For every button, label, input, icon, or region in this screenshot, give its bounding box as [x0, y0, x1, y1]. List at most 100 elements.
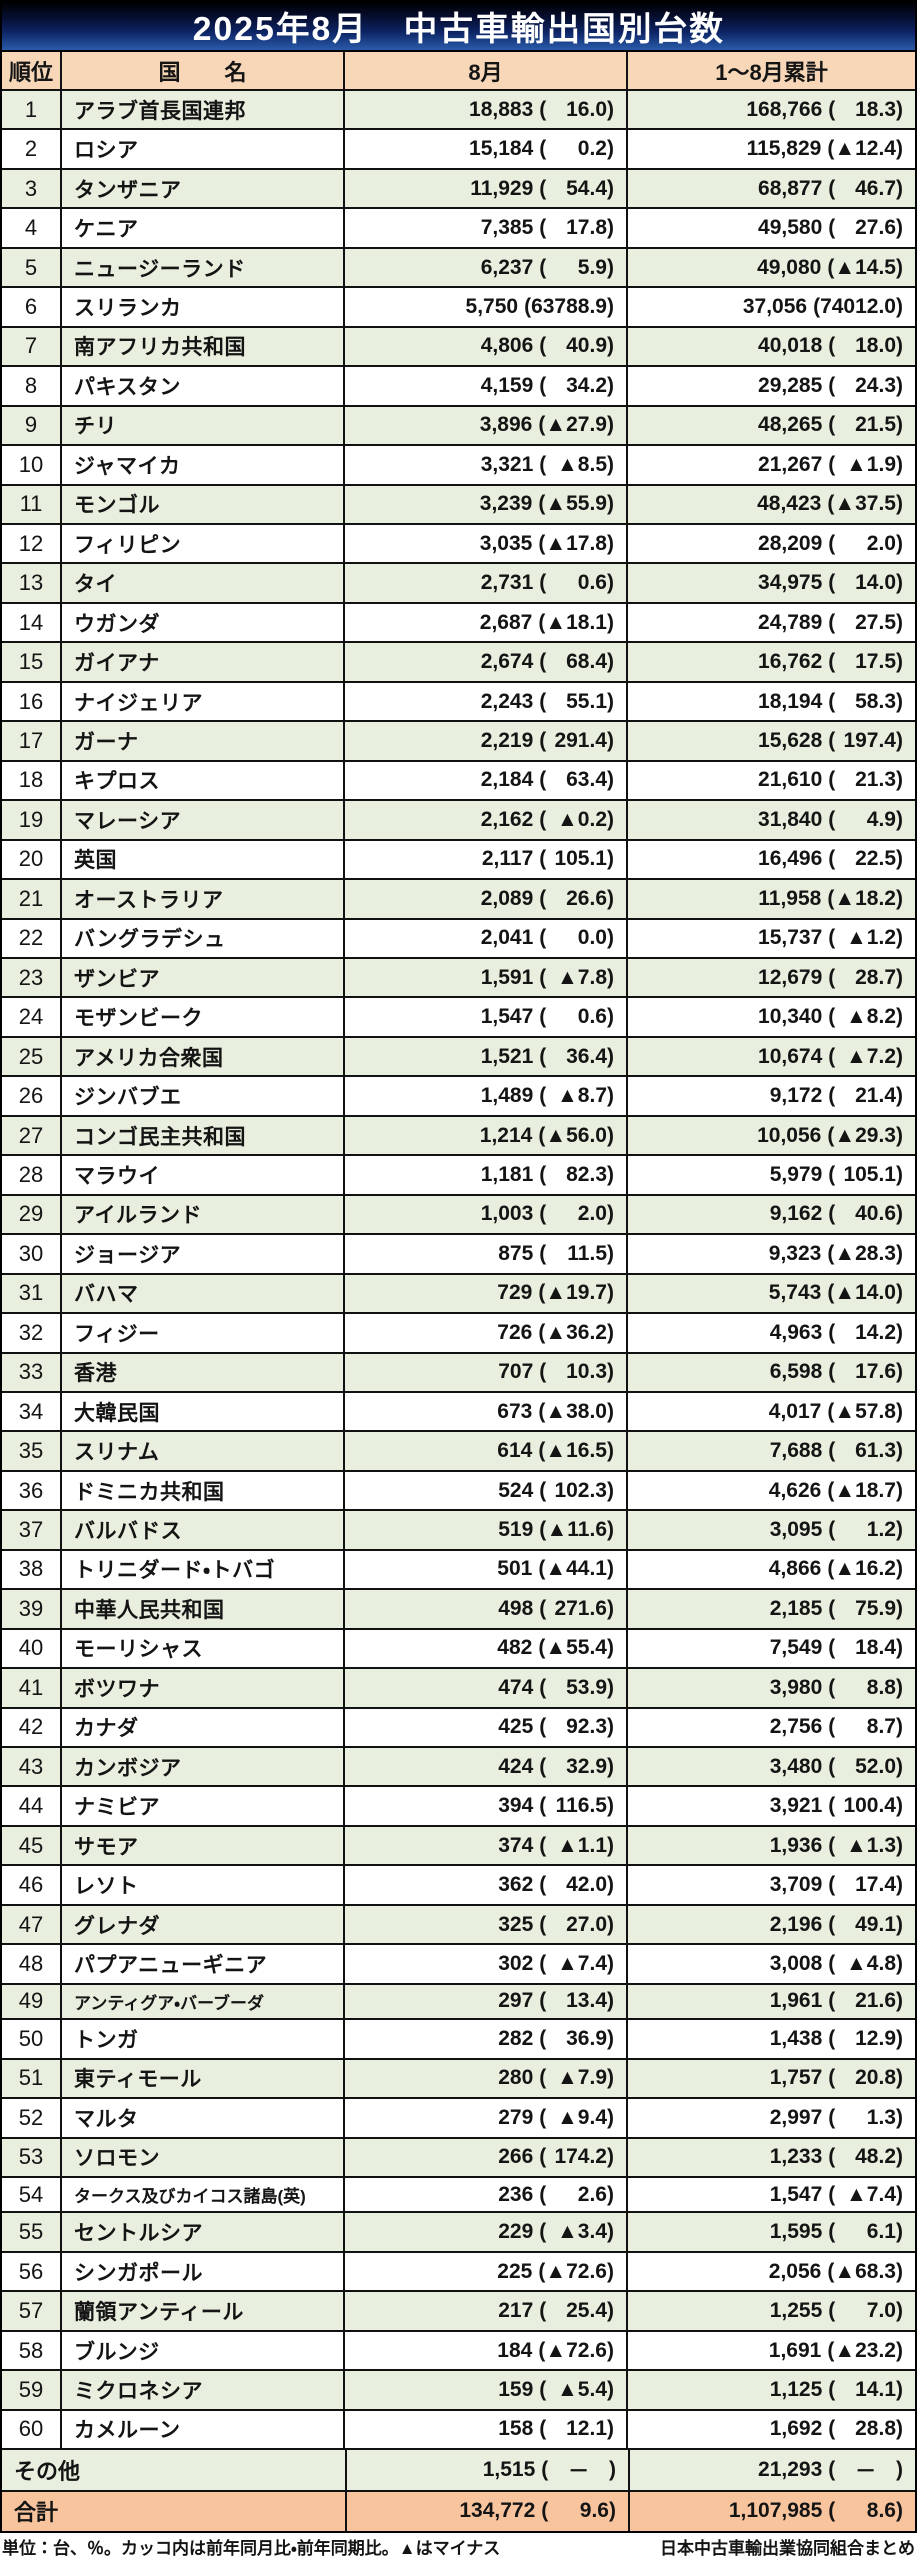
- yoy-percent: 1.3: [866, 2105, 896, 2129]
- value-cell: 168,766(18.3): [628, 91, 915, 128]
- paren-close: ): [607, 2338, 614, 2362]
- rank-cell: 41: [2, 1669, 62, 1707]
- paren-open: (: [539, 768, 547, 792]
- paren-open: (: [539, 1675, 547, 1699]
- paren-open: (: [539, 1478, 547, 1502]
- yoy-percent: 36.4: [566, 1044, 607, 1068]
- paren-open: (: [828, 1715, 836, 1739]
- rank-cell: 59: [2, 2371, 62, 2409]
- paren-open: (: [828, 1912, 836, 1936]
- rank-cell: 21: [2, 880, 62, 918]
- value-cell: 7,385(17.8): [345, 209, 628, 247]
- yoy-percent: 21.4: [855, 1084, 896, 1108]
- country-cell: グレナダ: [62, 1905, 345, 1944]
- paren-close: ): [896, 1084, 903, 1108]
- country-cell: スリナム: [62, 1432, 345, 1470]
- paren-open: (: [828, 1044, 836, 1068]
- yoy-percent: 271.6: [554, 1596, 607, 1620]
- count-value: 9,172: [769, 1084, 823, 1108]
- table-row: 14 ウガンダ 2,687(▲18.1) 24,789(27.5): [2, 603, 915, 644]
- paren-open: (: [828, 2182, 836, 2206]
- paren-close: ): [607, 847, 614, 871]
- value-cell: 11,929(54.4): [345, 169, 628, 208]
- total-label: 合計: [2, 2491, 347, 2532]
- country-cell: モザンビーク: [62, 998, 345, 1036]
- paren-open: (: [827, 1478, 835, 1502]
- paren-open: (: [539, 2417, 547, 2441]
- count-value: 40,018: [758, 334, 823, 358]
- yoy-percent: 42.0: [566, 1873, 607, 1897]
- paren-close: ): [896, 571, 903, 595]
- paren-open: (: [539, 1794, 547, 1818]
- table-row: 29 アイルランド 1,003(2.0) 9,162(40.6): [2, 1195, 915, 1236]
- table-row: 11 モンゴル 3,239(▲55.9) 48,423(▲37.5): [2, 485, 915, 525]
- count-value: 12,679: [758, 965, 823, 989]
- yoy-percent: 48.2: [855, 2145, 896, 2169]
- paren-open: (: [828, 2026, 836, 2050]
- count-value: 2,117: [481, 847, 534, 871]
- value-cell: 425(92.3): [345, 1708, 628, 1747]
- yoy-percent: 174.2: [554, 2145, 607, 2169]
- paren-close: ): [607, 571, 614, 595]
- country-cell: アンティグア・バーブーダ: [62, 1984, 345, 2019]
- yoy-percent: 40.9: [566, 334, 607, 358]
- yoy-percent: 68.4: [566, 650, 607, 674]
- paren-close: ): [896, 1162, 903, 1186]
- others-label: その他: [2, 2450, 347, 2490]
- count-value: 501: [497, 1557, 533, 1581]
- paren-open: (: [539, 886, 547, 910]
- value-cell: 40,018(18.0): [628, 328, 915, 365]
- value-cell: 1,255(7.0): [628, 2292, 915, 2329]
- count-value: 3,239: [479, 492, 533, 516]
- paren-open: (: [828, 1754, 836, 1778]
- paren-close: ): [607, 1794, 614, 1818]
- country-cell: マラウイ: [62, 1156, 345, 1194]
- value-cell: 1,438(12.9): [628, 2020, 915, 2057]
- country-cell: アラブ首長国連邦: [62, 91, 345, 129]
- count-value: 225: [497, 2259, 533, 2283]
- paren-open: (: [539, 255, 547, 279]
- rank-cell: 10: [2, 446, 62, 484]
- paren-close: ): [607, 2026, 614, 2050]
- table-row: 56 シンガポール 225(▲72.6) 2,056(▲68.3): [2, 2252, 915, 2293]
- paren-close: ): [896, 965, 903, 989]
- paren-open: (: [539, 650, 547, 674]
- yoy-percent: 102.3: [554, 1478, 607, 1502]
- table-row: 25 アメリカ合衆国 1,521(36.4) 10,674(▲7.2): [2, 1037, 915, 1078]
- count-value: 159: [498, 2378, 534, 2401]
- count-value: 21,610: [758, 768, 823, 792]
- yoy-percent: 13.4: [566, 1989, 607, 2013]
- value-cell: 9,162(40.6): [628, 1196, 915, 1233]
- country-cell: ウガンダ: [62, 603, 345, 642]
- paren-open: (: [539, 1715, 547, 1739]
- value-cell: 282(36.9): [345, 2020, 628, 2058]
- country-cell: コンゴ民主共和国: [62, 1116, 345, 1155]
- count-value: 1,515: [482, 2457, 536, 2481]
- count-value: 3,480: [769, 1754, 823, 1778]
- yoy-percent: 12.9: [855, 2026, 896, 2050]
- yoy-percent: 36.9: [566, 2026, 607, 2050]
- yoy-percent: 10.3: [566, 1360, 607, 1384]
- paren-close: ): [607, 1478, 614, 1502]
- table-row: 4 ケニア 7,385(17.8) 49,580(27.6): [2, 209, 915, 249]
- rank-cell: 6: [2, 288, 62, 326]
- value-cell: 7,688(61.3): [628, 1432, 915, 1469]
- paren-open: (: [828, 728, 836, 752]
- paren-open: (: [539, 847, 547, 871]
- rank-cell: 7: [2, 327, 62, 366]
- value-cell: 217(25.4): [345, 2292, 628, 2330]
- value-cell: 2,674(68.4): [345, 643, 628, 681]
- table-row: 6 スリランカ 5,750(63788.9) 37,056(74012.0): [2, 288, 915, 328]
- count-value: 482: [497, 1636, 533, 1660]
- paren-open: (: [828, 2417, 836, 2441]
- count-value: 15,628: [758, 728, 823, 752]
- rank-cell: 31: [2, 1274, 62, 1313]
- count-value: 2,041: [480, 926, 534, 950]
- yoy-percent: ▲8.5: [557, 452, 607, 476]
- paren-close: ): [607, 294, 614, 318]
- value-cell: 5,743(▲14.0): [628, 1275, 915, 1312]
- yoy-percent: 54.4: [566, 176, 607, 200]
- value-cell: 2,184(63.4): [345, 761, 628, 800]
- rank-cell: 40: [2, 1629, 62, 1668]
- yoy-percent: 40.6: [855, 1202, 896, 1226]
